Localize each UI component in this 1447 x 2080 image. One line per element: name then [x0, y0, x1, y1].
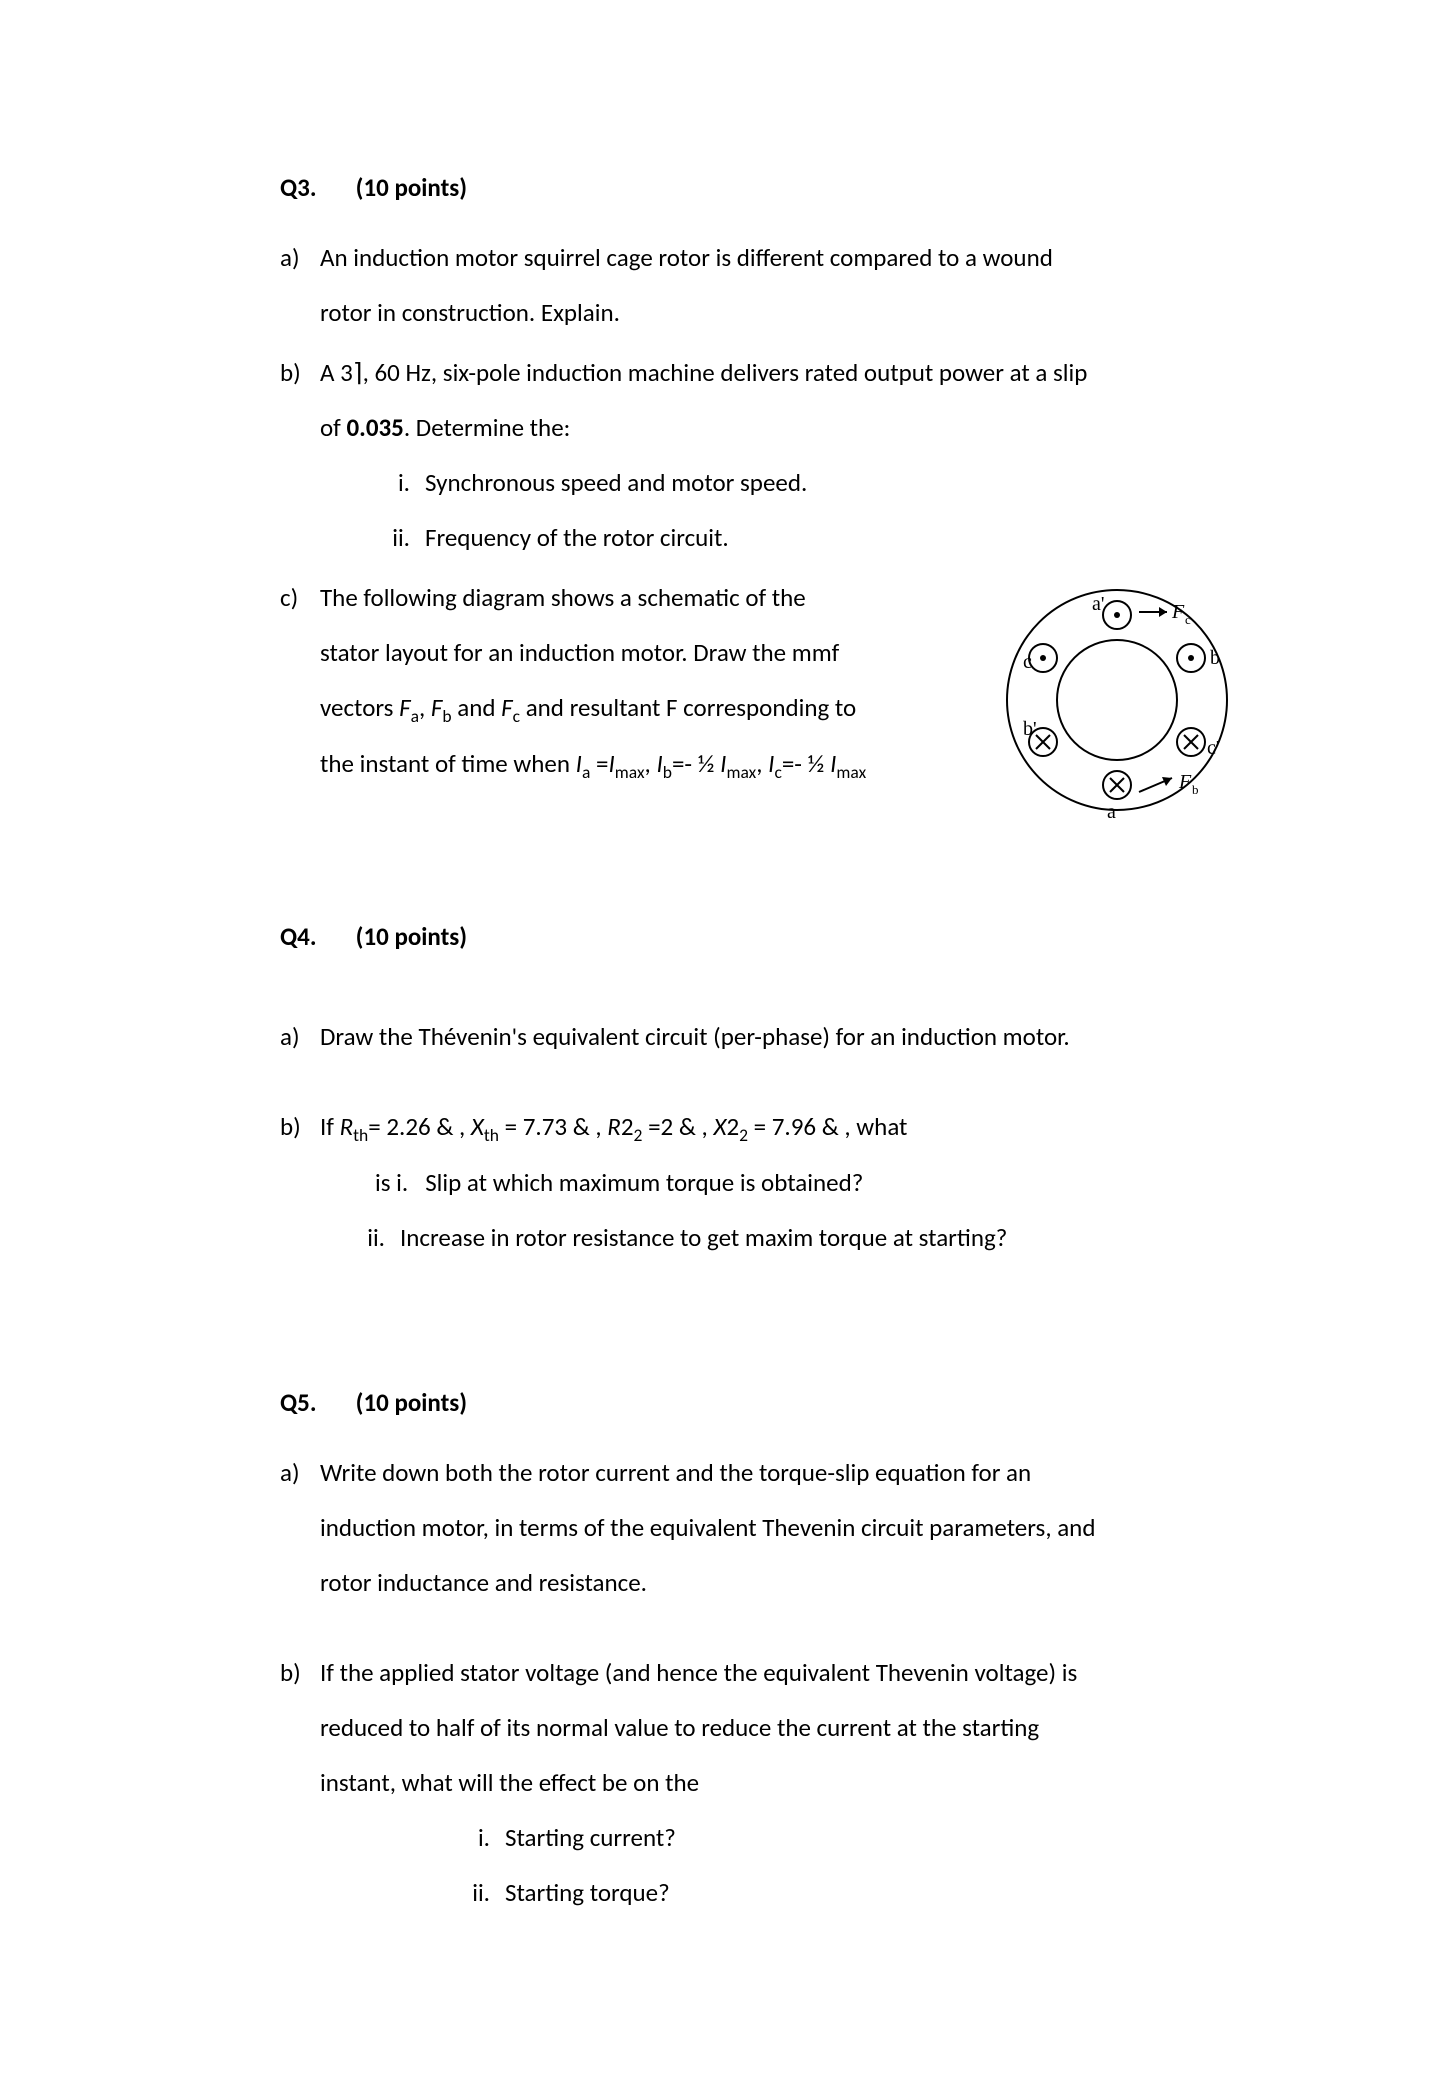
- part-letter: b): [280, 345, 320, 565]
- part-content: A 3⌉, 60 Hz, six-pole induction machine …: [320, 345, 1247, 565]
- roman-text: Starting torque?: [505, 1865, 670, 1920]
- part-letter: b): [280, 1645, 320, 1920]
- part-content: Write down both the rotor current and th…: [320, 1445, 1247, 1610]
- part-content: Draw the Thévenin's equivalent circuit (…: [320, 1009, 1247, 1064]
- text-line: instant, what will the effect be on the: [320, 1755, 1247, 1810]
- svg-text:F: F: [1178, 771, 1192, 793]
- q3-number: Q3.: [280, 160, 350, 215]
- roman-num: i.: [450, 1810, 505, 1865]
- svg-text:b': b': [1023, 718, 1037, 740]
- text-line: rotor inductance and resistance.: [320, 1555, 1247, 1610]
- q3-part-c: c) The following diagram shows a schemat…: [280, 570, 967, 791]
- text-line: of 0.035. Determine the:: [320, 400, 1247, 455]
- part-content: An induction motor squirrel cage rotor i…: [320, 230, 1247, 340]
- text-line: induction motor, in terms of the equival…: [320, 1500, 1247, 1555]
- roman-num: ii.: [370, 510, 425, 565]
- q4-part-b: b) If Rth= 2.26 & , Xth = 7.73 & , R22 =…: [280, 1099, 1247, 1265]
- part-letter: b): [280, 1099, 320, 1265]
- text-line: If the applied stator voltage (and hence…: [320, 1645, 1247, 1700]
- part-content: If Rth= 2.26 & , Xth = 7.73 & , R22 =2 &…: [320, 1099, 1247, 1265]
- q3-part-b: b) A 3⌉, 60 Hz, six-pole induction machi…: [280, 345, 1247, 565]
- text-line: vectors Fa, Fb and Fc and resultant F co…: [320, 680, 967, 736]
- svg-text:a': a': [1092, 593, 1104, 615]
- sub-item: ii. Frequency of the rotor circuit.: [370, 510, 1247, 565]
- roman-text: Starting current?: [505, 1810, 676, 1865]
- question-3: Q3. (10 points) a) An induction motor sq…: [280, 160, 1247, 849]
- sub-item: ii. Increase in rotor resistance to get …: [340, 1210, 1247, 1265]
- roman-num: ii.: [450, 1865, 505, 1920]
- sub-item: ii. Starting torque?: [450, 1865, 1247, 1920]
- part-content: If the applied stator voltage (and hence…: [320, 1645, 1247, 1920]
- q4-number: Q4.: [280, 909, 350, 964]
- text-line: The following diagram shows a schematic …: [320, 570, 967, 625]
- sub-item: is i. Slip at which maximum torque is ob…: [375, 1155, 1247, 1210]
- svg-text:b: b: [1210, 647, 1220, 669]
- q5-points: (10 points): [356, 1387, 467, 1418]
- svg-text:c: c: [1023, 651, 1032, 673]
- roman-num: ii.: [340, 1210, 400, 1265]
- roman-text: Frequency of the rotor circuit.: [425, 510, 729, 565]
- question-5: Q5. (10 points) a) Write down both the r…: [280, 1375, 1247, 1920]
- text-line: stator layout for an induction motor. Dr…: [320, 625, 967, 680]
- text-line: reduced to half of its normal value to r…: [320, 1700, 1247, 1755]
- part-letter: a): [280, 230, 320, 340]
- text-line: Write down both the rotor current and th…: [320, 1445, 1247, 1500]
- svg-text:F: F: [1171, 601, 1185, 623]
- svg-text:c: c: [1185, 612, 1191, 627]
- svg-text:a: a: [1107, 801, 1116, 823]
- q3-part-c-wrapper: c) The following diagram shows a schemat…: [280, 570, 1247, 849]
- text-line: If Rth= 2.26 & , Xth = 7.73 & , R22 =2 &…: [320, 1099, 1247, 1155]
- q5-part-a: a) Write down both the rotor current and…: [280, 1445, 1247, 1610]
- stator-diagram: a' b c' a b' c F c F b: [987, 570, 1247, 849]
- sub-item: i. Synchronous speed and motor speed.: [370, 455, 1247, 510]
- q3-part-a: a) An induction motor squirrel cage roto…: [280, 230, 1247, 340]
- q3-points: (10 points): [356, 172, 467, 203]
- text-line: A 3⌉, 60 Hz, six-pole induction machine …: [320, 345, 1247, 400]
- part-letter: c): [280, 570, 320, 791]
- q3-header: Q3. (10 points): [280, 160, 1247, 215]
- stator-svg: a' b c' a b' c F c F b: [987, 570, 1247, 830]
- q4-header: Q4. (10 points): [280, 909, 1247, 964]
- part-letter: a): [280, 1009, 320, 1064]
- part-letter: a): [280, 1445, 320, 1610]
- question-4: Q4. (10 points) a) Draw the Thévenin's e…: [280, 909, 1247, 1265]
- roman-text: Synchronous speed and motor speed.: [425, 455, 807, 510]
- q5-part-b: b) If the applied stator voltage (and he…: [280, 1645, 1247, 1920]
- sub-item: i. Starting current?: [450, 1810, 1247, 1865]
- q5-header: Q5. (10 points): [280, 1375, 1247, 1430]
- svg-text:b: b: [1192, 782, 1199, 797]
- q4-part-a: a) Draw the Thévenin's equivalent circui…: [280, 1009, 1247, 1064]
- roman-num: i.: [370, 455, 425, 510]
- text-line: rotor in construction. Explain.: [320, 285, 1247, 340]
- part-content: The following diagram shows a schematic …: [320, 570, 967, 791]
- roman-text: Increase in rotor resistance to get maxi…: [400, 1210, 1007, 1265]
- text-line: An induction motor squirrel cage rotor i…: [320, 230, 1247, 285]
- svg-text:c': c': [1207, 737, 1219, 759]
- q5-number: Q5.: [280, 1375, 350, 1430]
- q4-points: (10 points): [356, 921, 467, 952]
- text-line: the instant of time when Ia =Imax, Ib=- …: [320, 736, 967, 792]
